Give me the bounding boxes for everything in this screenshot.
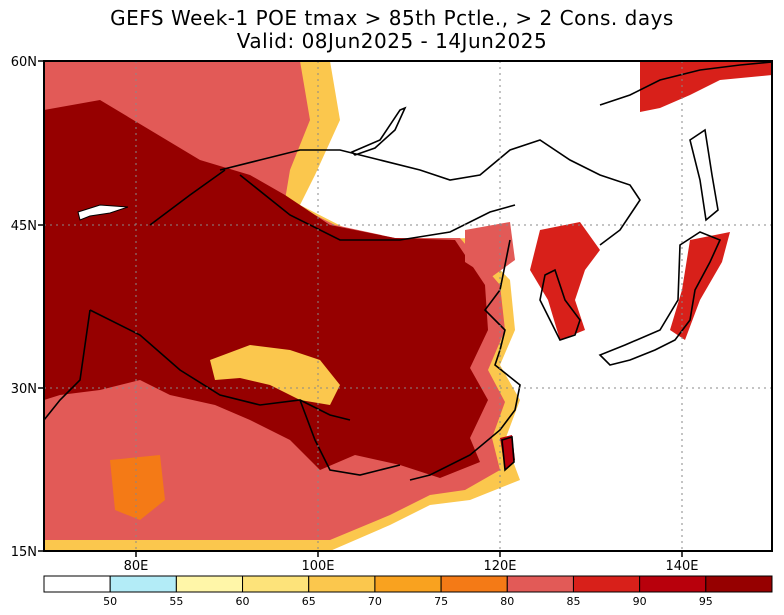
prob-patch-korea (530, 222, 600, 340)
coast-sakhalin (689, 128, 719, 222)
legend-swatch (506, 575, 574, 593)
legend-swatch (440, 575, 508, 593)
legend-swatch (109, 575, 177, 593)
legend-threshold-label: 70 (368, 595, 382, 608)
boundary-himalaya (89, 309, 351, 421)
lon-label-80e: 80E (124, 559, 149, 574)
boundary-mongolia-china (239, 174, 516, 241)
coast-japan (598, 231, 722, 366)
legend-swatch (639, 575, 707, 593)
coast-china-east (409, 239, 521, 481)
coast-taiwan (501, 435, 515, 472)
prob-patch-nechina (465, 222, 515, 278)
lat-label-60n: 60N (11, 55, 37, 70)
map-subtitle: Valid: 08Jun2025 - 14Jun2025 (236, 29, 548, 53)
legend-labels: 50 55 60 65 70 75 80 85 90 95 (103, 595, 713, 608)
lat-label-30n: 30N (11, 382, 37, 397)
legend-threshold-label: 90 (633, 595, 647, 608)
map-frame (43, 60, 773, 552)
legend-swatch (43, 575, 111, 593)
gridlines (44, 61, 772, 551)
legend-threshold-label: 85 (566, 595, 580, 608)
legend-swatch (175, 575, 244, 593)
legend-swatch (705, 575, 773, 593)
legend-threshold-label: 60 (236, 595, 250, 608)
coast-korea (539, 268, 581, 341)
probability-fill-layer (44, 61, 772, 551)
prob-patch-far-ne (640, 61, 772, 112)
legend-threshold-label: 95 (699, 595, 713, 608)
prob-patch-india (110, 455, 165, 520)
boundary-kazakh-china (149, 169, 226, 226)
prob-patch-central (210, 345, 340, 405)
lon-label-140e: 140E (665, 559, 698, 574)
legend-threshold-label: 55 (169, 595, 183, 608)
lake-baikal (350, 106, 407, 156)
legend-swatch (374, 575, 442, 593)
coast-russia-far-east (599, 61, 772, 106)
legend-threshold-label: 50 (103, 595, 117, 608)
lat-label-15n: 15N (11, 545, 37, 560)
legend-colorbar (43, 575, 773, 593)
legend-swatch (308, 575, 376, 593)
prob-patch-japan (670, 232, 730, 340)
boundary-india (44, 309, 91, 421)
boundaries-layer (44, 61, 772, 481)
legend-swatch (572, 575, 641, 593)
legend-swatch (242, 575, 310, 593)
boundary-seasia (299, 399, 401, 476)
lat-label-45n: 45N (11, 219, 37, 234)
lake-balkhash (77, 204, 129, 221)
tick-marks (38, 60, 683, 557)
map-title: GEFS Week-1 POE tmax > 85th Pctle., > 2 … (110, 6, 674, 30)
lon-label-100e: 100E (301, 559, 334, 574)
legend-threshold-label: 80 (500, 595, 514, 608)
prob-contour-95 (44, 100, 488, 478)
boundary-russia-mongolia (219, 139, 641, 246)
legend-threshold-label: 65 (302, 595, 316, 608)
legend-threshold-label: 75 (434, 595, 448, 608)
lon-label-120e: 120E (483, 559, 516, 574)
